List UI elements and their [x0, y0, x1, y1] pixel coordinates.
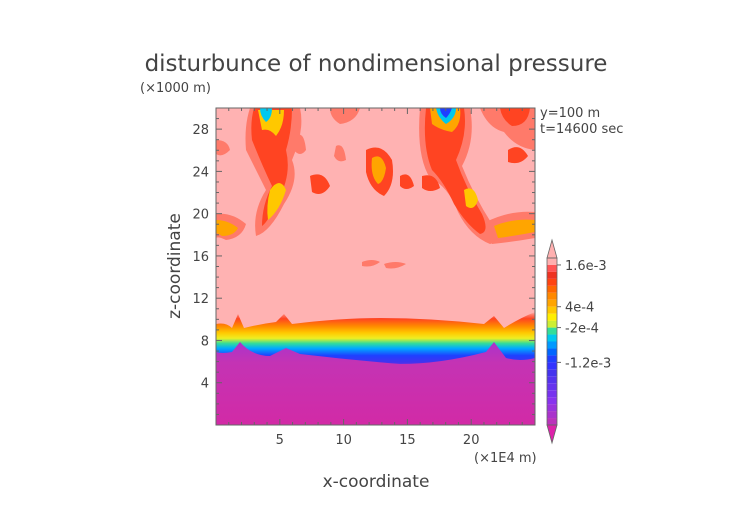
annotation-t: t=14600 sec: [540, 122, 623, 137]
colorbar-segment: [547, 383, 557, 391]
x-unit-label: (×1E4 m): [474, 451, 537, 466]
low-pressure-region: [216, 342, 535, 425]
y-tick-label: 28: [192, 123, 209, 138]
colorbar-segment: [547, 362, 557, 370]
colorbar-segment: [547, 418, 557, 425]
y-axis-label: z-coordinate: [165, 213, 185, 319]
colorbar-segment: [547, 355, 557, 363]
colorbar-segment: [547, 299, 557, 307]
upper-contour-features: [216, 108, 535, 269]
colorbar-label: -1.2e-3: [565, 356, 611, 371]
y-tick-label: 24: [192, 165, 209, 180]
colorbar-segment: [547, 376, 557, 384]
colorbar-label: 1.6e-3: [565, 259, 607, 274]
y-unit-label: (×1000 m): [140, 81, 211, 96]
y-tick-label: 20: [192, 208, 209, 223]
y-tick-label: 16: [192, 250, 209, 265]
colorbar-segment: [547, 327, 557, 335]
colorbar-segment: [547, 306, 557, 314]
colorbar-label: -2e-4: [565, 322, 599, 337]
colorbar-segment: [547, 404, 557, 412]
chart-title: disturbunce of nondimensional pressure: [145, 51, 608, 77]
x-axis-ticks: 5 10 15 20: [215, 108, 536, 448]
colorbar-label: 4e-4: [565, 301, 594, 316]
colorbar-segment: [547, 369, 557, 377]
y-axis-ticks: 4 8 12 16 20 24 28: [192, 107, 535, 426]
colorbar-segment: [547, 278, 557, 286]
annotation-y: y=100 m: [540, 106, 600, 121]
plot-area: [215, 107, 536, 426]
colorbar-segment: [547, 397, 557, 405]
colorbar-segment: [547, 348, 557, 356]
colorbar-bottom-arrow: [546, 424, 558, 445]
x-tick-label: 20: [463, 433, 480, 448]
colorbar-segment: [547, 292, 557, 300]
colorbar-segment: [547, 285, 557, 293]
x-axis-label: x-coordinate: [323, 472, 430, 492]
colorbar-segment: [547, 264, 557, 272]
colorbar-segment: [547, 390, 557, 398]
x-tick-label: 5: [276, 433, 284, 448]
x-tick-label: 15: [399, 433, 416, 448]
colorbar-segment: [547, 334, 557, 342]
colorbar-segment: [547, 411, 557, 419]
y-tick-label: 4: [201, 377, 209, 392]
colorbar-segment: [547, 341, 557, 349]
colorbar-segment: [547, 313, 557, 321]
y-tick-label: 12: [192, 292, 209, 307]
colorbar-segment: [547, 258, 557, 265]
colorbar-top-arrow: [546, 238, 558, 259]
x-tick-label: 10: [335, 433, 352, 448]
y-tick-label: 8: [201, 334, 209, 349]
colorbar-segment: [547, 320, 557, 328]
colorbar: [546, 238, 558, 445]
colorbar-frame: [546, 257, 558, 426]
colorbar-segment: [547, 271, 557, 279]
colorbar-labels: 1.6e-3 4e-4 -2e-4 -1.2e-3: [557, 259, 611, 371]
